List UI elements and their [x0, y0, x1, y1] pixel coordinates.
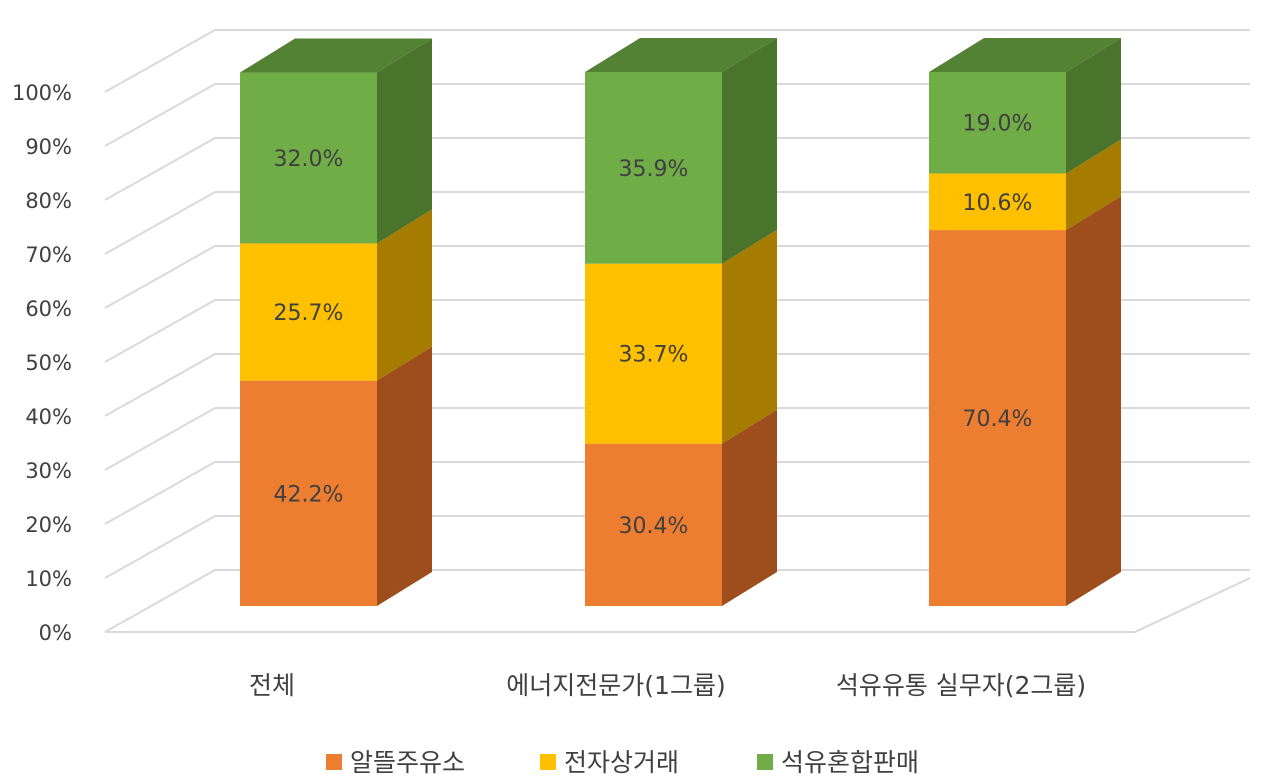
legend-swatch	[326, 754, 342, 770]
y-tick-label: 30%	[25, 459, 72, 483]
bars	[240, 38, 1121, 606]
bar-segment-side	[722, 409, 777, 606]
bar-top	[585, 38, 777, 72]
bar-segment	[240, 380, 377, 606]
bar-segment-side	[1066, 139, 1121, 231]
legend-label: 석유혼합판매	[781, 748, 919, 777]
data-label: 19.0%	[963, 112, 1033, 137]
y-tick-label: 90%	[25, 135, 72, 159]
bar-segment	[929, 72, 1066, 174]
gridline	[104, 137, 1250, 201]
bar-segment-side	[377, 346, 432, 606]
data-label: 70.4%	[963, 407, 1033, 432]
y-tick-label: 20%	[25, 513, 72, 537]
data-label: 25.7%	[274, 301, 344, 326]
y-tick-label: 10%	[25, 567, 72, 591]
y-tick-label: 40%	[25, 405, 72, 429]
y-tick-label: 80%	[25, 189, 72, 213]
data-label: 35.9%	[619, 157, 689, 182]
gridline	[104, 29, 1250, 93]
bar-segment-side	[1066, 38, 1121, 174]
category-label: 에너지전문가(1그룹)	[506, 671, 725, 700]
gridlines	[104, 29, 1251, 633]
bar-segment	[929, 173, 1066, 231]
legend-label: 알뜰주유소	[350, 748, 465, 777]
data-label: 33.7%	[619, 343, 689, 368]
bar-top	[929, 38, 1121, 72]
y-tick-label: 60%	[25, 297, 72, 321]
bar-segment	[585, 443, 722, 606]
bar-segment	[240, 243, 377, 381]
bar-segment-side	[377, 38, 432, 244]
gridline	[104, 245, 1250, 309]
legend-swatch	[757, 754, 773, 770]
bar-segment-side	[377, 209, 432, 381]
y-tick-label: 100%	[12, 81, 72, 105]
bar-segment-side	[1066, 196, 1121, 606]
gridline	[104, 461, 1250, 525]
y-tick-label: 70%	[25, 243, 72, 267]
y-tick-label: 0%	[39, 621, 72, 645]
gridline	[104, 191, 1250, 255]
gridline	[104, 353, 1250, 417]
bar-segment	[585, 72, 722, 264]
legend: 알뜰주유소 전자상거래 석유혼합판매	[326, 748, 919, 777]
gridline	[104, 299, 1250, 363]
bar-segment	[240, 72, 377, 244]
y-tick-label: 50%	[25, 351, 72, 375]
data-label: 42.2%	[274, 482, 344, 507]
category-label: 전체	[249, 671, 295, 700]
data-label: 30.4%	[619, 514, 689, 539]
gridline	[104, 515, 1250, 579]
gridline	[104, 407, 1250, 471]
bar-segment-side	[722, 229, 777, 444]
bar-segment-side	[722, 38, 777, 264]
floor-edge	[105, 577, 1251, 633]
x-axis-categories: 전체 에너지전문가(1그룹) 석유유통 실무자(2그룹)	[249, 671, 1086, 700]
bar-segment	[929, 230, 1066, 606]
gridline	[104, 83, 1250, 147]
data-label: 10.6%	[963, 191, 1033, 216]
category-label: 석유유통 실무자(2그룹)	[836, 671, 1086, 700]
legend-swatch	[540, 754, 556, 770]
data-label: 32.0%	[274, 147, 344, 172]
legend-label: 전자상거래	[564, 748, 679, 777]
bar-top	[240, 38, 432, 73]
y-axis-ticks: 0% 10% 20% 30% 40% 50% 60% 70% 80% 90% 100%	[12, 81, 72, 645]
bar-segment	[585, 263, 722, 444]
gridline	[104, 569, 1250, 633]
data-labels: 42.2% 25.7% 32.0% 30.4% 33.7% 35.9% 70.4% 10.6%…	[274, 112, 1033, 539]
